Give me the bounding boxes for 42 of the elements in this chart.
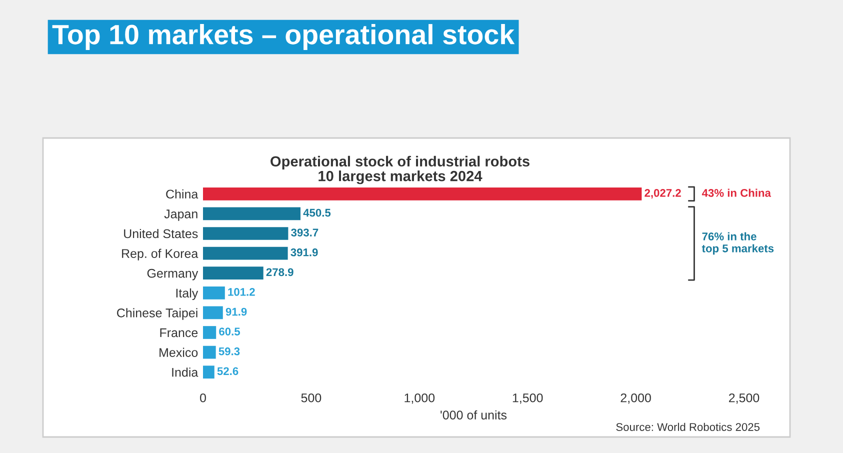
x-tick-label: 1,000	[404, 393, 435, 404]
y-tick-label: Japan	[164, 210, 198, 221]
source-note: Source: World Robotics 2025	[616, 422, 760, 431]
data-label: 101.2	[228, 288, 255, 296]
bar	[203, 207, 300, 220]
y-tick-label: France	[160, 328, 198, 338]
y-tick-label: Rep. of Korea	[122, 248, 198, 260]
data-label: 91.9	[226, 308, 247, 316]
data-label: 52.6	[217, 367, 238, 376]
data-label: 391.9	[290, 248, 318, 256]
data-label: 59.3	[218, 347, 240, 356]
annotation: 76% in the top 5 markets	[702, 232, 774, 255]
y-tick-label: China	[166, 189, 198, 199]
x-tick-label: 0	[200, 393, 206, 402]
chart-title: Top 10 markets – operational stock	[52, 24, 515, 50]
bar	[203, 227, 288, 240]
data-label: 60.5	[219, 328, 240, 336]
y-tick-label: Chinese Taipei	[117, 308, 198, 320]
y-tick-label: Mexico	[160, 348, 198, 357]
bar	[203, 187, 642, 200]
annotation: 43% in China	[702, 188, 772, 197]
x-tick-label: 2,000	[620, 393, 651, 404]
x-tick-label: 1,500	[512, 393, 543, 404]
y-tick-label: United States	[124, 228, 198, 238]
x-tick-label: 500	[301, 393, 322, 402]
bar	[203, 326, 216, 339]
y-tick-label: Germany	[147, 268, 198, 280]
y-tick-label: India	[172, 368, 198, 377]
data-label: 450.5	[303, 208, 331, 217]
bar	[203, 366, 214, 379]
x-axis-title: '000 of units	[440, 410, 507, 420]
bar	[203, 246, 288, 260]
chart-subtitle: Operational stock of industrial robots 10 largest markets 2024	[270, 156, 530, 184]
data-label: 2,027.2	[644, 189, 681, 198]
bar	[203, 286, 225, 300]
data-label: 278.9	[266, 268, 294, 276]
x-tick-label: 2,500	[728, 393, 760, 404]
bar	[203, 346, 216, 359]
y-tick-label: Italy	[176, 288, 198, 300]
bar	[203, 306, 223, 320]
data-label: 393.7	[291, 228, 318, 236]
bar	[203, 266, 264, 280]
